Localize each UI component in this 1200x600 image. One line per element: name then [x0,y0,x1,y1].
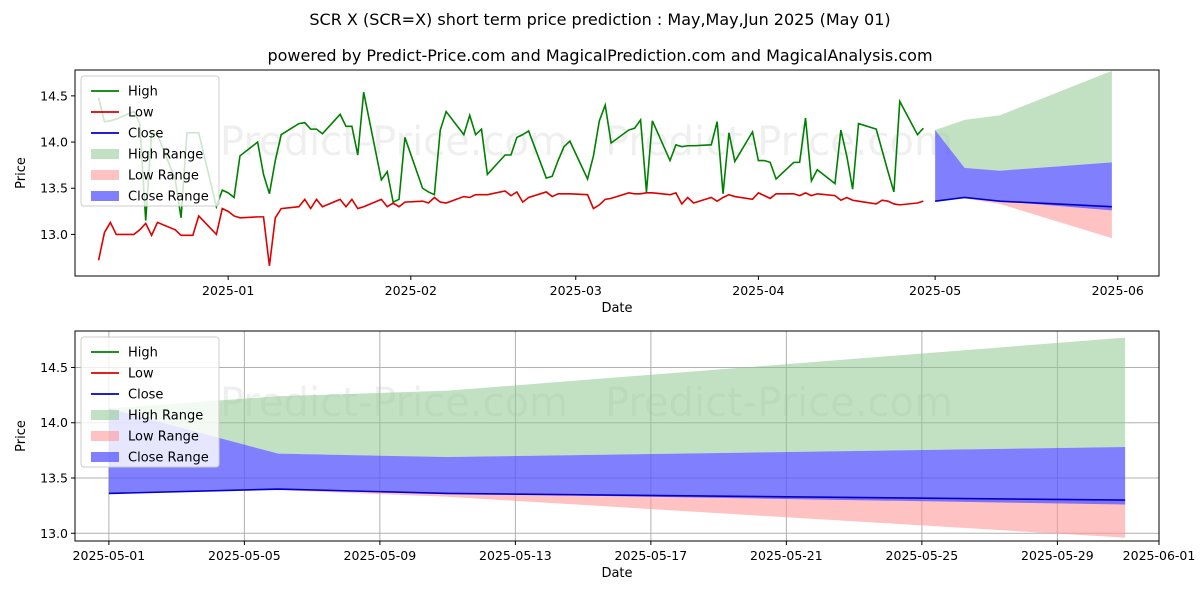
chart-title: SCR X (SCR=X) short term price predictio… [309,10,891,29]
bottom-chart-legend-label-high: High [128,346,158,361]
bottom-chart-x-tick-label: 2025-06-01 [1123,548,1196,563]
top-chart-x-tick-label: 2025-06 [1092,283,1144,298]
bottom-chart-x-tick-label: 2025-05-09 [344,548,417,563]
bottom-chart-y-tick-label: 14.0 [40,415,68,430]
bottom-chart-legend-swatch-high-range [91,410,119,420]
bottom-chart-y-tick-label: 13.0 [40,526,68,541]
bottom-chart-x-tick-label: 2025-05-01 [73,548,146,563]
top-chart-close-range-area [935,130,1112,211]
top-chart-legend-swatch-low-range [91,170,119,180]
bottom-chart-low-range-area [108,489,1126,538]
top-chart-y-tick-label: 13.0 [40,227,68,242]
bottom-chart-x-tick-label: 2025-05-25 [886,548,959,563]
top-chart-x-tick-label: 2025-02 [385,283,437,298]
top-chart-x-tick-label: 2025-05 [909,283,961,298]
top-chart-legend: High Low Close High Range Low Range Close Ran… [80,75,220,207]
chart-subtitle: powered by Predict-Price.com and Magical… [267,46,933,65]
bottom-chart-y-axis-label: Price [14,420,29,452]
bottom-chart-legend-label-low-range: Low Range [128,430,199,445]
top-chart-y-tick-label: 13.5 [40,181,68,196]
top-chart-y-axis-label: Price [14,157,29,189]
top-chart-low-line [97,190,924,266]
bottom-chart-plot-frame [74,330,1160,542]
bottom-chart-x-axis-label: Date [601,566,632,581]
top-chart-legend-label-high-range: High Range [128,148,203,163]
bottom-chart-x-tick-label: 2025-05-13 [479,548,552,563]
bottom-chart-x-tick-label: 2025-05-21 [750,548,823,563]
bottom-chart-high-range-area [108,337,1126,457]
bottom-chart-legend-swatch-close-range [91,452,119,462]
top-chart-plot-frame [74,69,1160,277]
top-chart-x-tick-label: 2025-01 [202,283,254,298]
top-chart-y-tick-label: 14.5 [40,88,68,103]
bottom-chart-legend-swatch-low-range [91,431,119,441]
bottom-chart-close-range-area [108,408,1126,505]
bottom-chart-legend-label-low: Low [128,367,154,382]
bottom-chart-y-tick-label: 14.5 [40,360,68,375]
top-chart-x-tick-label: 2025-04 [732,283,784,298]
bottom-chart-legend-label-close: Close [128,388,163,403]
bottom-chart-x-tick-label: 2025-05-29 [1021,548,1094,563]
top-chart-high-line [97,92,924,221]
bottom-chart-legend-label-close-range: Close Range [128,451,209,466]
top-chart-legend-label-low: Low [128,106,154,121]
top-chart-watermark-2: Predict-Price.com [605,119,953,165]
top-chart-x-axis-label: Date [601,301,632,316]
top-chart-legend-swatch-close-range [91,191,119,201]
bottom-chart-x-tick-label: 2025-05-17 [615,548,688,563]
top-chart-legend-label-close-range: Close Range [128,190,209,205]
bottom-chart-legend-label-high-range: High Range [128,409,203,424]
top-chart-y-tick-label: 14.0 [40,135,68,150]
top-chart-watermark: Predict-Price.com [220,119,568,165]
bottom-chart-close-line [108,488,1126,501]
top-chart-low-range-area [935,197,1112,239]
top-chart-x-tick-label: 2025-03 [550,283,602,298]
top-chart-legend-label-low-range: Low Range [128,169,199,184]
top-chart-high-range-area [935,70,1112,171]
top-chart-legend-label-high: High [128,85,158,100]
bottom-chart-y-tick-label: 13.5 [40,471,68,486]
top-chart-legend-label-close: Close [128,127,163,142]
top-chart-legend-swatch-high-range [91,149,119,159]
top-chart-close-line [935,196,1112,208]
bottom-chart-legend: High Low Close High Range Low Range Close Ran… [80,336,220,468]
bottom-chart-x-tick-label: 2025-05-05 [208,548,281,563]
